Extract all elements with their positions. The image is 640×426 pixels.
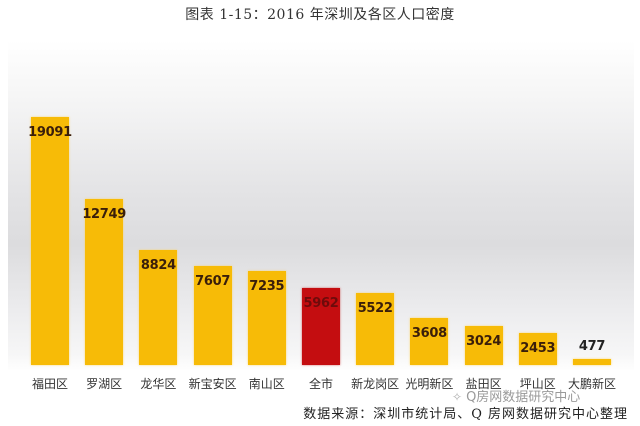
x-axis-label: 光明新区 [405, 377, 454, 391]
bar: 2453 [518, 333, 557, 365]
source-note: 数据来源：深圳市统计局、Q 房网数据研究中心整理 [303, 407, 628, 422]
x-axis-label: 全市 [308, 377, 333, 391]
x-axis-label: 新龙岗区 [351, 377, 400, 391]
bar: 3024 [464, 326, 503, 365]
watermark: ✧ Q房网数据研究中心 [452, 386, 580, 405]
x-axis-label: 罗湖区 [86, 377, 123, 391]
bar: 12749 [82, 199, 126, 365]
bar-value-label: 2453 [520, 341, 556, 356]
wechat-icon: ✧ [452, 390, 463, 404]
bar-value-label: 3024 [466, 334, 502, 349]
chart-title: 图表 1-15：2016 年深圳及各区人口密度 [185, 7, 455, 23]
bar: 5962 [302, 288, 340, 365]
bar-value-label: 12749 [82, 207, 127, 222]
x-axis-label: 福田区 [31, 377, 68, 391]
x-axis-label: 盐田区 [465, 377, 502, 391]
bar-value-label: 7235 [249, 279, 285, 294]
bar: 5522 [356, 293, 395, 365]
x-axis-label: 新宝安区 [188, 377, 237, 391]
bar: 8824 [139, 250, 178, 365]
bar-value-label: 19091 [28, 125, 72, 140]
bar-value-label: 5522 [357, 301, 393, 316]
bar-value-label: 3608 [411, 326, 447, 341]
bar: 477 [573, 339, 611, 365]
x-axis-label: 龙华区 [140, 377, 177, 391]
x-axis-label: 坪山区 [519, 377, 556, 391]
x-axis-label: 大鹏新区 [567, 377, 616, 391]
bar-value-label: 477 [578, 339, 606, 354]
bar-value-label: 5962 [303, 296, 339, 311]
bar: 19091 [28, 117, 72, 365]
x-axis-label: 南山区 [248, 377, 285, 391]
bar: 3608 [410, 318, 449, 365]
bar: 7235 [247, 271, 286, 365]
bar-value-label: 7607 [195, 274, 231, 289]
watermark-text: Q房网数据研究中心 [466, 390, 581, 405]
bar-value-label: 8824 [140, 258, 176, 273]
bar: 7607 [193, 266, 232, 365]
